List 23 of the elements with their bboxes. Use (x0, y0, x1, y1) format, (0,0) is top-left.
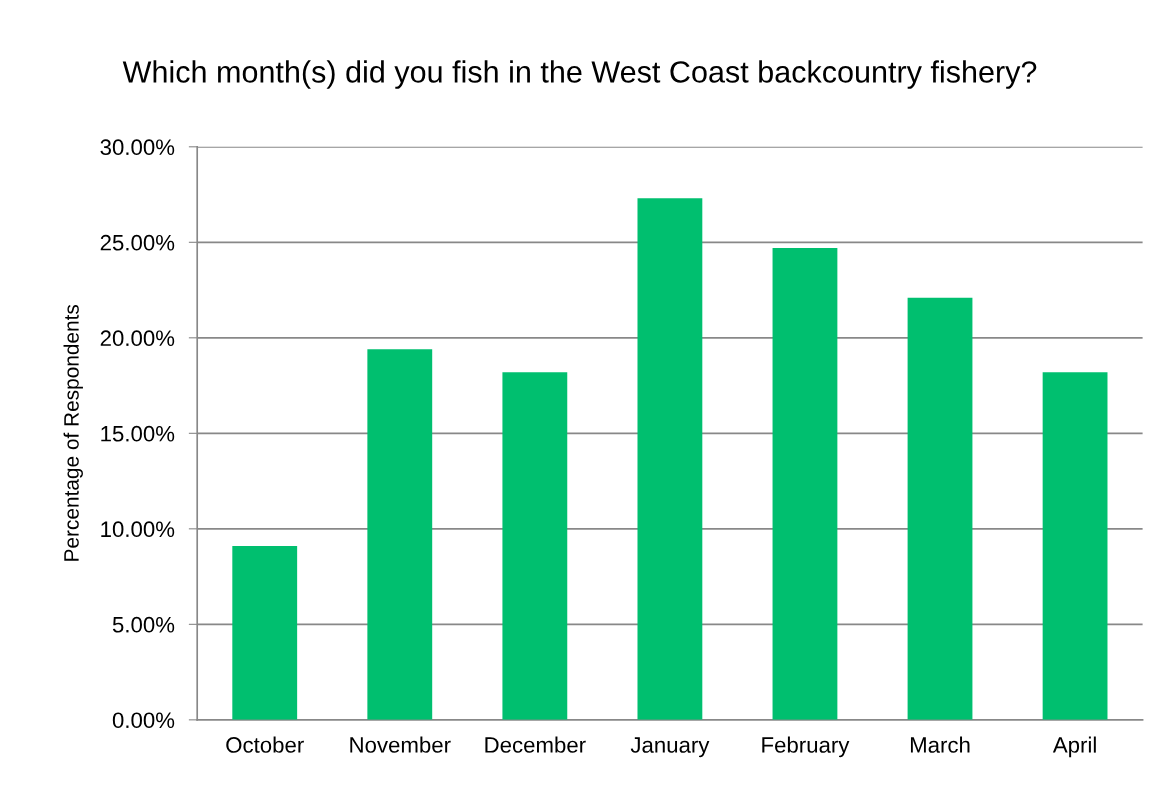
y-tick-label: 10.00% (101, 521, 175, 538)
y-tick-label: 5.00% (112, 616, 175, 633)
bar (907, 297, 973, 720)
x-tick-label: November (350, 736, 451, 753)
bar (367, 349, 433, 720)
y-tick-label: 0.00% (112, 712, 175, 729)
x-tick-label: December (485, 736, 586, 753)
x-tick-label: March (910, 736, 970, 753)
bar (502, 372, 568, 720)
y-tick-label: 20.00% (100, 330, 175, 347)
y-axis-title: Percentage of Respondents (63, 304, 83, 561)
x-tick-label: February (762, 736, 850, 758)
bar (772, 248, 838, 720)
x-tick-label: October (226, 736, 304, 753)
y-tick-label: 25.00% (100, 234, 175, 251)
bar (1042, 372, 1108, 720)
x-tick-label: April (1052, 736, 1096, 758)
x-tick-label: January (630, 737, 710, 758)
y-tick-label: 15.00% (101, 425, 175, 442)
chart-title: Which month(s) did you fish in the West Coast backcountry fishery? (122, 60, 1037, 89)
bar (637, 198, 703, 720)
y-tick-label: 30.00% (100, 139, 175, 156)
bar (232, 546, 298, 720)
